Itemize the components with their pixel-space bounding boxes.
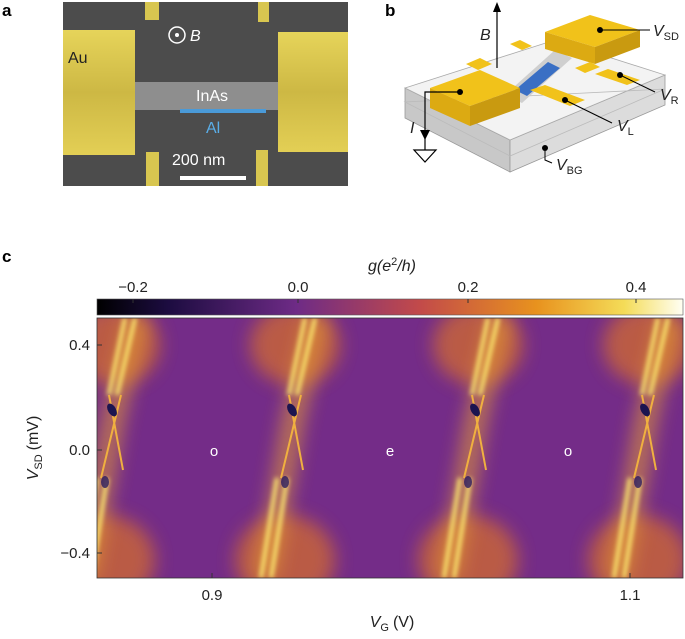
- sem-image: [63, 2, 348, 186]
- colorbar-label: g(e2/h): [368, 256, 416, 275]
- y-tick-label: 0.0: [69, 442, 90, 459]
- panel-label: b: [385, 1, 395, 20]
- y-tick-label: −0.4: [60, 545, 90, 562]
- label-au: Au: [68, 50, 88, 67]
- scale-bar-label: 200 nm: [172, 152, 225, 169]
- ridge: [612, 318, 670, 578]
- label-vbg: VBG: [556, 157, 583, 177]
- colorbar-tick-label: 0.2: [458, 279, 479, 296]
- glow: [97, 515, 155, 578]
- label-vsd: VSD: [653, 23, 679, 43]
- dip: [287, 403, 297, 417]
- colorbar: [96, 298, 684, 316]
- ridge: [259, 318, 317, 578]
- label-vr: VR: [660, 87, 679, 107]
- y-tick-label: 0.4: [69, 337, 90, 354]
- dip: [101, 476, 109, 488]
- x-tick-label: 0.9: [202, 587, 223, 604]
- device-schematic: [403, 2, 667, 173]
- parity-label: o: [564, 443, 572, 460]
- colorbar-ticks: −0.2 0.0 0.2 0.4: [118, 279, 646, 303]
- dip: [107, 403, 117, 417]
- label-field: B: [480, 27, 491, 44]
- dip: [281, 476, 289, 488]
- dip: [640, 403, 650, 417]
- panel-label: a: [2, 1, 12, 20]
- label-inas: InAs: [196, 88, 228, 105]
- y-axis-label: VSD(mV): [25, 416, 45, 481]
- x-axis-label: VG (V): [370, 614, 415, 634]
- colorbar-tick-label: 0.0: [288, 279, 309, 296]
- axis-ticks: 0.4 0.0 −0.4 0.9 1.1: [60, 337, 640, 604]
- label-current: I: [410, 120, 415, 137]
- ridge: [97, 318, 137, 554]
- plot-frame: [96, 317, 684, 579]
- colorbar-tick-label: −0.2: [118, 279, 148, 296]
- colorbar-tick-label: 0.4: [626, 279, 647, 296]
- conductance-map: [97, 318, 683, 578]
- parity-label: o: [210, 443, 218, 460]
- dip: [634, 476, 642, 488]
- label-vl: VL: [617, 118, 634, 138]
- parity-label: e: [386, 443, 394, 460]
- x-tick-label: 1.1: [620, 587, 641, 604]
- dip: [464, 476, 472, 488]
- label-al: Al: [206, 120, 220, 137]
- ridge: [442, 318, 500, 578]
- dip: [470, 403, 480, 417]
- label-field: B: [190, 28, 201, 45]
- panel-label: c: [2, 247, 11, 266]
